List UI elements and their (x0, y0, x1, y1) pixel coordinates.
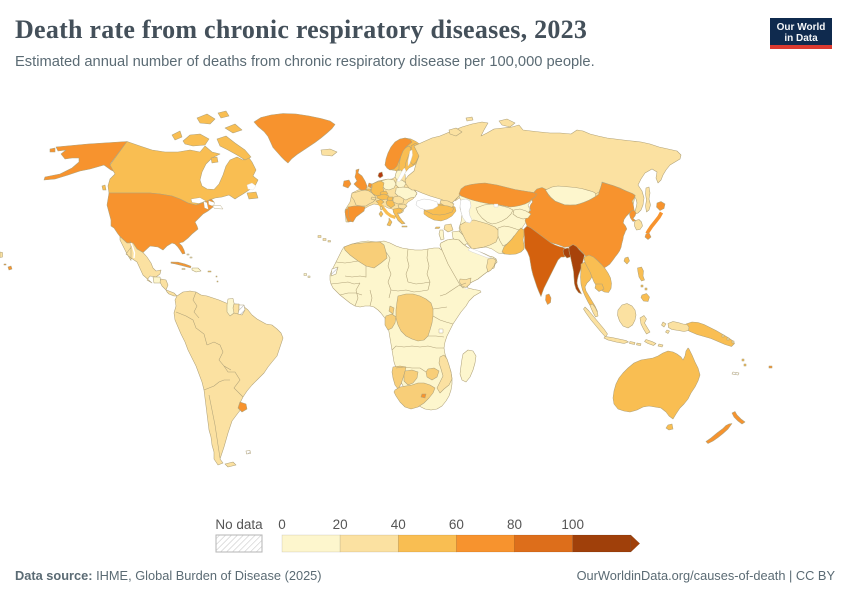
svg-text:80: 80 (507, 517, 522, 532)
svg-text:40: 40 (391, 517, 406, 532)
svg-text:20: 20 (333, 517, 348, 532)
svg-text:No data: No data (215, 517, 263, 532)
svg-text:0: 0 (278, 517, 286, 532)
svg-text:60: 60 (449, 517, 464, 532)
svg-text:100: 100 (561, 517, 584, 532)
